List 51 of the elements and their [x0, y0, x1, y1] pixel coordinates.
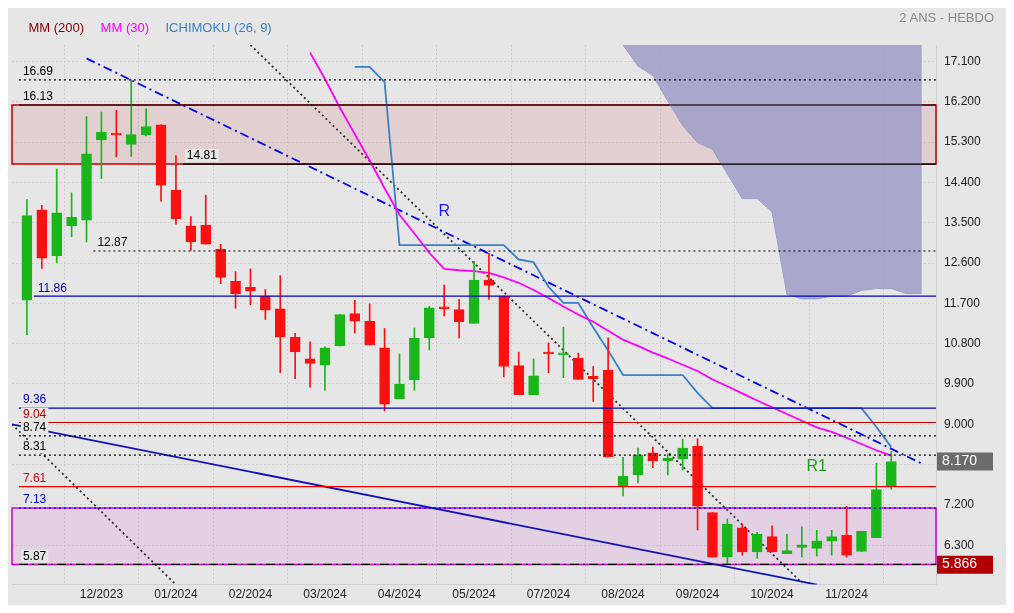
- text: MM (30): [100, 20, 150, 36]
- ref-line-label: 12.87: [97, 235, 128, 250]
- y-tick-label: 13.500: [944, 215, 982, 230]
- y-tick-label: 14.400: [944, 174, 982, 189]
- candlestick: [125, 79, 137, 157]
- y-tick-label: 7.200: [944, 497, 975, 512]
- chart-subtitle: 2 ANS - HEBDO: [899, 10, 994, 26]
- x-tick-label: 02/2024: [228, 587, 273, 602]
- ref-line-label: 16.69: [22, 64, 54, 79]
- x-tick-label: 04/2024: [377, 587, 422, 602]
- x-tick-label: 12/2023: [79, 587, 124, 602]
- ref-line-label: 7.13: [22, 492, 47, 507]
- annotation: R1: [806, 456, 828, 474]
- text: ICHIMOKU (26, 9): [165, 20, 272, 36]
- candlestick: [826, 530, 838, 556]
- candlestick: [781, 534, 793, 555]
- ref-line-label: 14.81: [186, 148, 218, 163]
- ref-line-label: 8.31: [22, 439, 47, 454]
- candlestick: [796, 526, 808, 558]
- y2-tick-label: 8.170: [942, 452, 978, 469]
- y-tick-label: 15.300: [944, 134, 982, 149]
- y-tick-label: 10.800: [944, 336, 982, 350]
- ref-line-label: 11.86: [37, 280, 68, 295]
- y-tick-label: 11.700: [944, 295, 981, 310]
- ref-line-label: 9.36: [22, 392, 47, 407]
- ref-line-label: 7.61: [22, 470, 47, 485]
- y-tick-label: 17.100: [944, 53, 982, 68]
- annotation: R: [438, 202, 450, 220]
- x-tick-label: 10/2024: [750, 587, 795, 602]
- y-tick-label: 12.600: [944, 255, 982, 270]
- x-tick-label: 01/2024: [154, 587, 198, 602]
- candlestick: [587, 366, 599, 402]
- candlestick: [483, 252, 495, 300]
- candlestick: [662, 453, 674, 476]
- ref-line-label: 8.74: [22, 420, 47, 435]
- legend-label: MM (200): [28, 20, 85, 36]
- y-tick-label: 9.000: [944, 416, 975, 431]
- y-tick-label: 9.900: [944, 376, 975, 391]
- y2-tick-label: 5.866: [942, 555, 978, 572]
- y-tick-label: 16.200: [944, 94, 982, 109]
- x-tick-label: 03/2024: [303, 587, 347, 602]
- y-tick-label: 6.300: [944, 537, 975, 552]
- ref-line-label: 9.04: [22, 406, 47, 421]
- x-tick-label: 09/2024: [675, 587, 720, 602]
- ref-line-label: 5.87: [22, 548, 47, 563]
- x-tick-label: 11/2024: [825, 587, 869, 602]
- ref-line-label: 16.13: [22, 89, 54, 104]
- x-tick-label: 08/2024: [601, 587, 646, 602]
- x-tick-label: 07/2024: [526, 587, 571, 602]
- candlestick: [438, 284, 450, 317]
- x-tick-label: 05/2024: [452, 587, 497, 602]
